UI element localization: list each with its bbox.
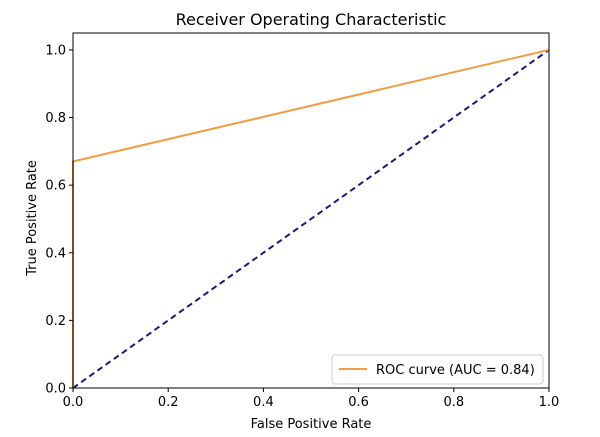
x-axis-label: False Positive Rate (251, 417, 372, 432)
chart-title: Receiver Operating Characteristic (176, 10, 447, 29)
y-axis-ticks: 0.0 0.2 0.4 0.6 0.8 1.0 (45, 43, 73, 397)
y-tick-label: 1.0 (45, 43, 66, 58)
x-tick-label: 0.8 (443, 395, 464, 410)
chance-diagonal-line (72, 49, 550, 389)
x-axis-ticks: 0.0 0.2 0.4 0.6 0.8 1.0 (63, 388, 560, 410)
y-tick-label: 0.4 (45, 246, 66, 261)
y-tick-label: 0.2 (45, 314, 66, 329)
x-tick-label: 0.4 (253, 395, 274, 410)
plot-area (72, 48, 550, 389)
y-tick-label: 0.8 (45, 111, 66, 126)
x-tick-label: 0.6 (348, 395, 369, 410)
legend: ROC curve (AUC = 0.84) (331, 354, 544, 385)
y-axis-label: True Positive Rate (25, 160, 40, 277)
x-tick-label: 0.0 (63, 395, 84, 410)
y-tick-label: 0.6 (45, 179, 66, 194)
x-tick-label: 1.0 (539, 395, 560, 410)
x-tick-label: 0.2 (158, 395, 179, 410)
y-tick-label: 0.0 (45, 382, 66, 397)
legend-label-roc: ROC curve (AUC = 0.84) (376, 363, 535, 378)
plot-frame (72, 32, 550, 389)
legend-box (331, 354, 544, 385)
